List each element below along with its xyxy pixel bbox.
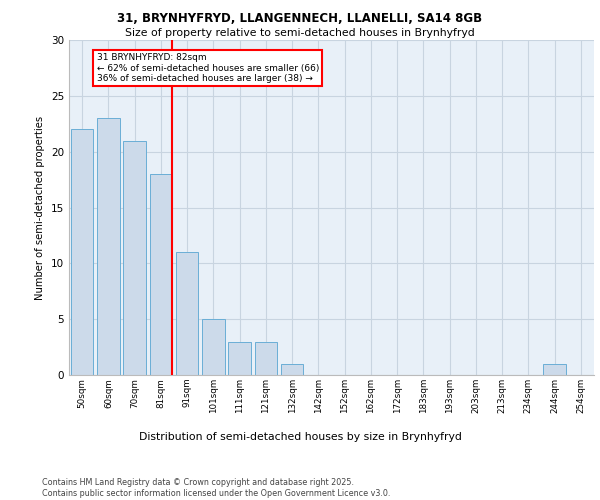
Bar: [97, 118, 119, 375]
Text: 31, BRYNHYFRYD, LLANGENNECH, LLANELLI, SA14 8GB: 31, BRYNHYFRYD, LLANGENNECH, LLANELLI, S…: [118, 12, 482, 26]
Text: Contains HM Land Registry data © Crown copyright and database right 2025.
Contai: Contains HM Land Registry data © Crown c…: [42, 478, 391, 498]
Bar: [202, 319, 224, 375]
Bar: [176, 252, 198, 375]
Bar: [281, 364, 303, 375]
Text: Size of property relative to semi-detached houses in Brynhyfryd: Size of property relative to semi-detach…: [125, 28, 475, 38]
Bar: [229, 342, 251, 375]
Bar: [544, 364, 566, 375]
Bar: [150, 174, 172, 375]
Text: Distribution of semi-detached houses by size in Brynhyfryd: Distribution of semi-detached houses by …: [139, 432, 461, 442]
Text: 31 BRYNHYFRYD: 82sqm
← 62% of semi-detached houses are smaller (66)
36% of semi-: 31 BRYNHYFRYD: 82sqm ← 62% of semi-detac…: [97, 54, 319, 83]
Y-axis label: Number of semi-detached properties: Number of semi-detached properties: [35, 116, 46, 300]
Bar: [124, 140, 146, 375]
Bar: [255, 342, 277, 375]
Bar: [71, 130, 93, 375]
